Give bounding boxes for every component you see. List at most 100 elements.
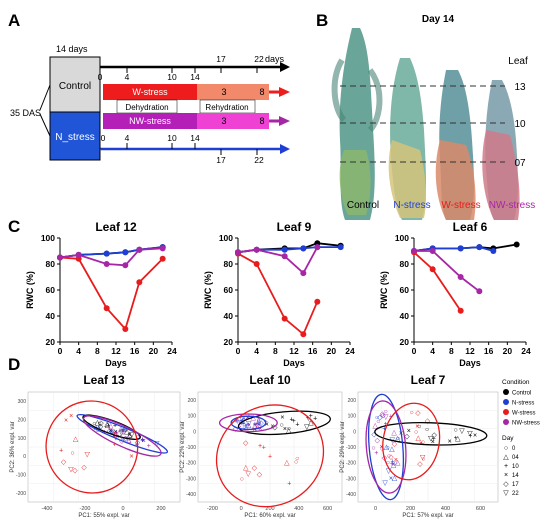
- pca-point: △: [95, 420, 101, 427]
- data-point: [300, 245, 307, 252]
- data-point: [429, 248, 436, 254]
- chart-title: Leaf 10: [249, 373, 291, 387]
- rehydration-label: Rehydration: [205, 103, 248, 112]
- pca-point: ▽: [154, 440, 160, 447]
- bottom-tick-17: 17: [216, 155, 226, 165]
- legend-day-symbol: +: [504, 463, 508, 470]
- pca-point: ○: [387, 453, 391, 460]
- pca-point: +: [295, 421, 299, 428]
- pca-point: +: [115, 430, 119, 437]
- ellipse-w-stress: [215, 404, 325, 508]
- data-point: [300, 331, 307, 338]
- pca-chart-3: Leaf 70 200 400 600-400-300-200-1000100200P…: [340, 373, 499, 519]
- data-point: [476, 288, 483, 295]
- data-point: [122, 262, 129, 269]
- pca-point: ×: [253, 426, 257, 433]
- y-tick-label: 100: [41, 233, 55, 243]
- pca-point: +: [140, 438, 144, 445]
- legend-swatch: [503, 399, 509, 405]
- ellipse-control: [237, 410, 331, 436]
- legend-day-label: 22: [512, 491, 519, 497]
- y-tick-label: 60: [400, 285, 410, 295]
- chart-title: Leaf 13: [83, 373, 125, 387]
- pca-point: ▽: [129, 432, 135, 439]
- rwc-chart-3: Leaf 6 20 40 60 80 100 0 4 8 12 16 20 24 Days RWC (%): [379, 220, 531, 368]
- w-num-8: 8: [259, 87, 264, 97]
- pca-point: ×: [114, 429, 118, 436]
- x-tick-label: 16: [484, 346, 494, 356]
- pca-chart-2: Leaf 10 -200 0 200 400 600 -400 -300 -200 -100 0 10…: [180, 373, 343, 519]
- pca-point: ◇: [98, 420, 104, 427]
- x-tick-label: 4: [430, 346, 435, 356]
- pca-point: △: [243, 465, 249, 472]
- x-axis-label: PC1: 60% expl. var: [244, 513, 295, 519]
- pca-point: ○: [136, 434, 140, 441]
- pca-point: △: [73, 436, 79, 443]
- y-tick-label: 80: [46, 259, 56, 269]
- pca-point: +: [253, 422, 257, 429]
- pca-point: △: [392, 475, 398, 482]
- w-num-3: 3: [221, 87, 226, 97]
- pca-point: ◇: [72, 468, 78, 475]
- data-point: [457, 274, 464, 280]
- ellipse-n-stress: [367, 393, 405, 501]
- pca-point: ○: [394, 460, 398, 467]
- legend-day-symbol: △: [503, 454, 509, 461]
- pca-point: ×: [142, 438, 146, 445]
- x-axis-label: Days: [283, 358, 305, 368]
- pca-point: ▽: [236, 420, 242, 427]
- pca-point: ◇: [392, 441, 398, 448]
- leaf-label-10: 10: [514, 119, 526, 130]
- top-tick-14: 14: [190, 72, 200, 82]
- bottom-tick-22: 22: [254, 155, 264, 165]
- data-point: [122, 326, 129, 332]
- pca-point: ▽: [383, 414, 389, 421]
- x-tick-label: -200: [79, 506, 90, 512]
- x-tick-label: -400: [41, 506, 52, 512]
- days-14-label: 14 days: [56, 44, 88, 54]
- y-tick-label: 100: [395, 233, 409, 243]
- series-line-nw-stress: [59, 247, 163, 267]
- pca-point: ▽: [428, 436, 434, 443]
- pca-point: ○: [97, 421, 101, 428]
- data-point: [159, 255, 166, 262]
- y-tick-label: 300: [18, 399, 27, 405]
- pca-point: ○: [425, 426, 429, 433]
- dehydration-label: Dehydration: [125, 103, 168, 112]
- y-tick-label: 100: [219, 233, 233, 243]
- x-tick-label: 0: [121, 506, 124, 512]
- control-arrowhead: [280, 62, 290, 72]
- x-tick-label: 600: [323, 506, 332, 512]
- data-point: [411, 248, 417, 254]
- data-point: [103, 250, 110, 257]
- x-tick-label: 200: [156, 506, 165, 512]
- pca-point: ○: [371, 445, 375, 452]
- pca-point: ○: [241, 416, 245, 423]
- x-tick-label: 24: [167, 346, 177, 356]
- panel-label-c: C: [8, 217, 20, 236]
- pca-point: △: [118, 426, 124, 433]
- x-tick-label: 24: [521, 346, 531, 356]
- legend-swatch: [503, 409, 509, 415]
- pca-point: △: [286, 428, 292, 435]
- pca-point: ○: [242, 424, 246, 431]
- pca-point: △: [395, 460, 401, 467]
- w-arrowhead: [279, 87, 290, 97]
- pca-point: △: [246, 422, 252, 429]
- legend-condition-label: N-stress: [512, 401, 534, 407]
- pca-point: +: [247, 414, 251, 421]
- pca-point: ○: [256, 417, 260, 424]
- pca-point: ▽: [246, 471, 252, 478]
- nw-rehydration-band: [197, 113, 269, 129]
- pca-point: ○: [234, 418, 238, 425]
- pca-point: +: [374, 450, 378, 457]
- pca-point: +: [59, 448, 63, 455]
- pca-point: △: [391, 429, 397, 436]
- pca-point: △: [373, 422, 379, 429]
- pca-point: ◇: [417, 461, 423, 468]
- control-box-label: Control: [59, 81, 91, 92]
- pca-point: ◇: [380, 412, 386, 419]
- y-axis-label: PC2: 22% expl. var: [180, 421, 186, 472]
- top-tick-22: 22: [254, 54, 264, 64]
- pca-point: ○: [385, 444, 389, 451]
